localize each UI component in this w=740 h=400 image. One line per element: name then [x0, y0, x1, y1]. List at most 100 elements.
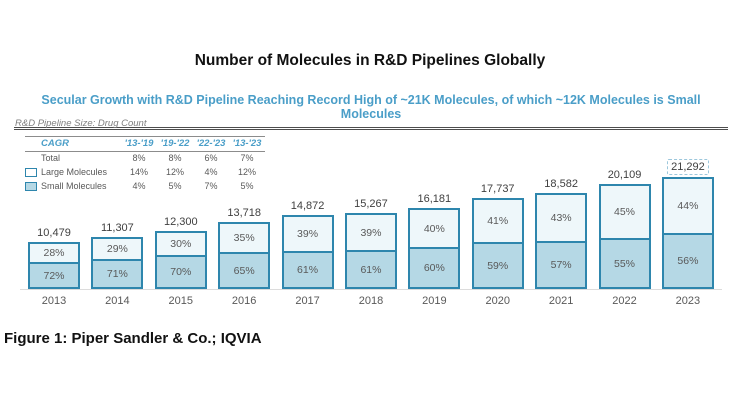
bar-total-label: 15,267	[354, 198, 388, 210]
cagr-value: 6%	[204, 153, 218, 163]
bar-segment-large-molecules: 40%	[410, 210, 459, 249]
bar-segment-small-molecules: 72%	[30, 264, 78, 287]
bar-total-label: 14,872	[290, 200, 325, 212]
cagr-header-cell: '22-'23	[193, 136, 229, 152]
cagr-value: 8%	[168, 153, 182, 163]
large-molecules-swatch	[25, 168, 37, 177]
x-axis-label: 2022	[612, 295, 637, 307]
cagr-row-label: Total	[41, 153, 61, 163]
x-axis-label: 2015	[168, 295, 194, 307]
bar-total-label: 17,737	[480, 183, 515, 195]
cagr-row: Total 8% 8% 6% 7%	[25, 152, 265, 167]
x-axis-label: 2014	[105, 295, 130, 307]
bar-segment-small-molecules: 65%	[220, 254, 269, 287]
cagr-value: 4%	[204, 167, 218, 177]
bar-total-label: 16,181	[417, 193, 452, 205]
stacked-bar: 28% 72%	[28, 242, 80, 289]
axis-note: R&D Pipeline Size: Drug Count	[15, 118, 147, 129]
bar-total-label: 13,718	[227, 207, 261, 219]
bar-segment-large-molecules: 41%	[473, 200, 522, 244]
cagr-header-cell: CAGR	[25, 136, 121, 152]
bar-total-label: 20,109	[607, 169, 642, 181]
bar-group-2013: 10,479 28% 72% 2013	[28, 226, 80, 307]
bar-total-label: 12,300	[163, 216, 198, 228]
bar-segment-large-molecules: 35%	[220, 224, 269, 254]
bar-group-2019: 16,181 40% 60% 2019	[408, 192, 461, 307]
cagr-header-cell: '13-'19	[121, 136, 157, 152]
bar-total-label: 21,292	[667, 159, 709, 175]
bar-group-2017: 14,872 39% 61% 2017	[281, 199, 334, 307]
cagr-header-cell: '13-'23	[229, 136, 265, 152]
bar-segment-small-molecules: 59%	[473, 244, 522, 287]
bar-group-2018: 15,267 39% 61% 2018	[344, 197, 397, 307]
bar-group-2016: 13,718 35% 65% 2016	[218, 206, 271, 307]
cagr-value: 5%	[168, 181, 182, 191]
bar-segment-small-molecules: 56%	[663, 235, 712, 287]
cagr-value: 14%	[129, 167, 148, 177]
x-axis-label: 2023	[675, 295, 701, 307]
x-axis-label: 2016	[231, 295, 257, 307]
cagr-row: Large Molecules 14% 12% 4% 12%	[25, 166, 265, 180]
bars-row: 10,479 28% 72% 2013 11,307 29% 71% 2014 12,300 30…	[20, 150, 722, 307]
cagr-value: 12%	[165, 167, 184, 177]
cagr-value: 5%	[240, 181, 254, 191]
x-axis-label: 2021	[548, 295, 574, 307]
cagr-value: 12%	[237, 167, 256, 177]
bar-segment-small-molecules: 55%	[600, 240, 649, 287]
bar-segment-large-molecules: 39%	[283, 217, 332, 253]
cagr-value: 8%	[132, 153, 146, 163]
chart-subtitle: Secular Growth with R&D Pipeline Reachin…	[14, 93, 728, 130]
bar-segment-small-molecules: 61%	[283, 253, 332, 287]
cagr-table-header: CAGR '13-'19'19-'22'22-'23'13-'23	[25, 136, 265, 152]
stacked-bar: 43% 57%	[535, 193, 588, 289]
bar-group-2020: 17,737 41% 59% 2020	[471, 182, 524, 307]
bar-segment-large-molecules: 44%	[663, 179, 712, 235]
pipeline-bar-chart: 10,479 28% 72% 2013 11,307 29% 71% 2014 12,300 30…	[20, 150, 722, 312]
cagr-table-body: Total 8% 8% 6% 7% Large Molecules 14% 12% 4% 12% S…	[25, 152, 265, 195]
cagr-table: CAGR '13-'19'19-'22'22-'23'13-'23 Total 8%…	[25, 136, 265, 194]
bar-segment-small-molecules: 61%	[346, 252, 395, 287]
small-molecules-swatch	[25, 182, 37, 191]
bar-group-2021: 18,582 43% 57% 2021	[535, 177, 588, 307]
bar-segment-large-molecules: 39%	[346, 215, 395, 252]
bar-segment-large-molecules: 45%	[600, 186, 649, 240]
stacked-bar: 30% 70%	[154, 231, 207, 289]
bar-group-2014: 11,307 29% 71% 2014	[91, 221, 144, 307]
cagr-row-label: Large Molecules	[25, 166, 121, 180]
bar-total-label: 18,582	[544, 178, 578, 190]
cagr-row: Small Molecules 4% 5% 7% 5%	[25, 180, 265, 194]
stacked-bar: 40% 60%	[408, 208, 461, 289]
stacked-bar: 45% 55%	[598, 184, 651, 289]
cagr-value: 7%	[204, 181, 218, 191]
bar-segment-large-molecules: 29%	[93, 239, 142, 261]
page-title: Number of Molecules in R&D Pipelines Glo…	[194, 52, 546, 69]
x-axis-label: 2020	[485, 295, 510, 307]
bar-segment-large-molecules: 30%	[156, 233, 205, 257]
stacked-bar: 44% 56%	[661, 177, 714, 289]
bar-group-2023: 21,292 44% 56% 2023	[661, 159, 714, 307]
stacked-bar: 35% 65%	[218, 222, 271, 289]
x-axis-label: 2013	[41, 295, 67, 307]
bar-segment-small-molecules: 70%	[156, 257, 205, 287]
cagr-value: 7%	[240, 153, 254, 163]
x-axis-label: 2018	[358, 295, 384, 307]
bar-total-label: 11,307	[100, 222, 134, 234]
stacked-bar: 39% 61%	[344, 213, 397, 289]
bar-segment-small-molecules: 60%	[410, 249, 459, 287]
stacked-bar: 39% 61%	[281, 215, 334, 289]
cagr-header-cell: '19-'22	[157, 136, 193, 152]
cagr-row-label: Small Molecules	[25, 180, 121, 194]
bar-total-label: 10,479	[37, 227, 71, 239]
bar-segment-large-molecules: 43%	[537, 195, 586, 243]
cagr-value: 4%	[132, 181, 146, 191]
figure-caption: Figure 1: Piper Sandler & Co.; IQVIA	[4, 330, 262, 347]
stacked-bar: 29% 71%	[91, 237, 144, 289]
bar-group-2022: 20,109 45% 55% 2022	[598, 168, 651, 307]
stacked-bar: 41% 59%	[471, 198, 524, 289]
bar-segment-large-molecules: 28%	[30, 244, 78, 264]
bar-group-2015: 12,300 30% 70% 2015	[154, 215, 207, 307]
x-axis-label: 2017	[295, 295, 320, 307]
bar-segment-small-molecules: 57%	[537, 243, 586, 287]
x-axis-label: 2019	[422, 295, 447, 307]
bar-segment-small-molecules: 71%	[93, 261, 142, 287]
